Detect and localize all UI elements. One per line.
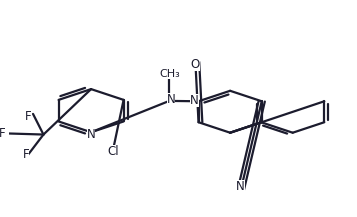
Text: N: N <box>87 128 95 141</box>
Text: F: F <box>23 148 29 161</box>
Text: Cl: Cl <box>108 145 120 158</box>
Text: N: N <box>190 94 199 107</box>
Text: O: O <box>191 58 200 71</box>
Text: N: N <box>167 93 175 106</box>
Text: F: F <box>25 110 31 123</box>
Text: F: F <box>0 127 6 140</box>
Text: CH₃: CH₃ <box>159 69 180 79</box>
Text: N: N <box>236 180 245 193</box>
